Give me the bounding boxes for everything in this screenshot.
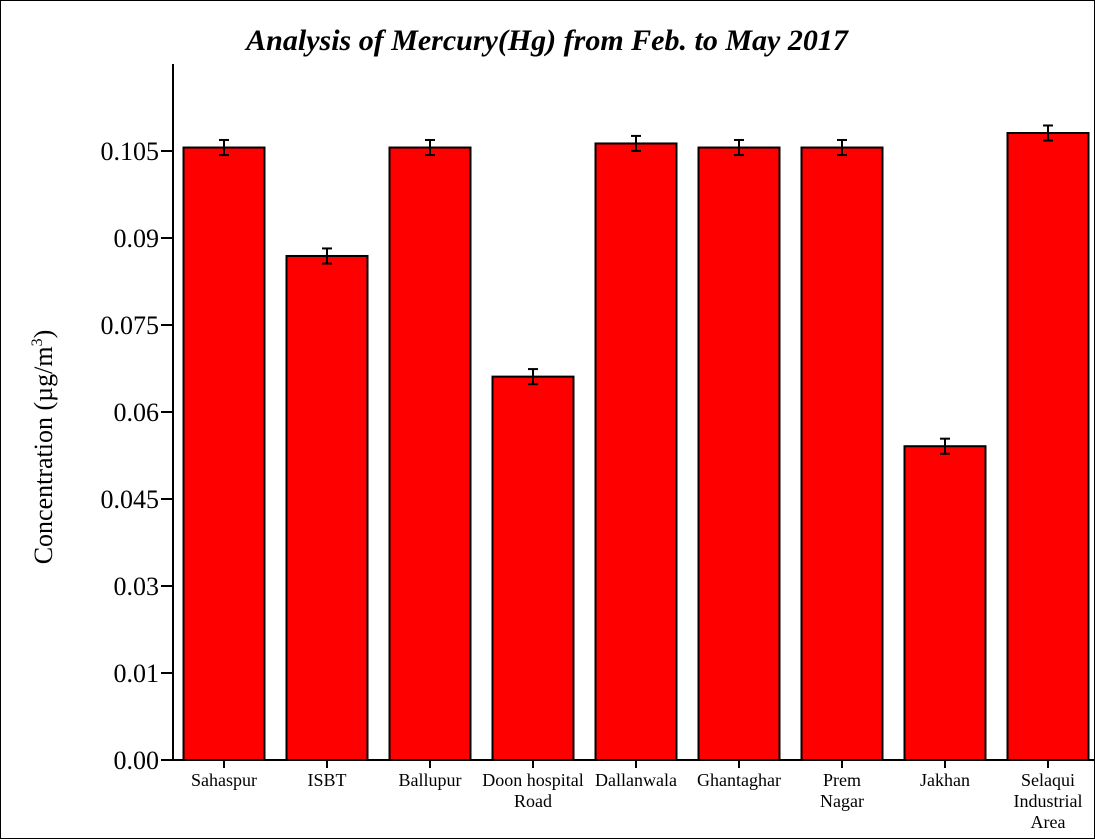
- error-bar: [631, 134, 641, 152]
- bar: [491, 375, 575, 761]
- y-axis-label: Concentration (µg/m3): [29, 330, 58, 565]
- y-tick-label: 0.075: [101, 311, 160, 340]
- y-tick-label: 0.06: [114, 398, 160, 427]
- bar: [800, 146, 884, 761]
- x-tick-label: Dallanwala: [595, 770, 677, 790]
- bar: [285, 254, 369, 761]
- error-bar: [322, 247, 332, 265]
- bar: [182, 146, 266, 761]
- y-tick-label: 0.03: [114, 572, 160, 601]
- x-tick-label: ISBT: [307, 770, 346, 790]
- chart-title: Analysis of Mercury(Hg) from Feb. to May…: [244, 24, 849, 57]
- x-tick-label: Selaqui Industrial Area: [1014, 770, 1083, 832]
- error-bar: [1043, 124, 1053, 142]
- y-axis-label-end: ): [29, 330, 58, 339]
- bar: [903, 445, 987, 761]
- y-tick-label: 0.00: [114, 746, 160, 775]
- x-tick-label: Prem Nagar: [820, 770, 864, 811]
- error-bar: [528, 368, 538, 386]
- y-tick-label: 0.105: [101, 137, 160, 166]
- svg-text:Concentration (µg/m3): Concentration (µg/m3): [29, 330, 58, 565]
- y-tick-label: 0.01: [114, 659, 160, 688]
- error-bar: [219, 138, 229, 157]
- error-bar: [425, 138, 435, 157]
- bar: [388, 146, 472, 761]
- bar: [697, 146, 781, 761]
- y-tick-label: 0.09: [114, 224, 160, 253]
- error-bar: [940, 437, 950, 455]
- x-tick-label: Sahaspur: [191, 770, 257, 790]
- bar: [594, 142, 678, 761]
- x-tick-label: Ballupur: [399, 770, 462, 790]
- plot-area: 0.00 0.01 0.03 0.045 0.06 0.075 0.09 0.105 Sahas…: [101, 64, 1095, 832]
- x-tick-label: Doon hospital Road: [482, 770, 584, 811]
- y-axis-label-main: Concentration (µg/m: [29, 346, 58, 564]
- x-tick-label: Ghantaghar: [697, 770, 781, 790]
- y-tick-label: 0.045: [101, 485, 160, 514]
- x-tick-label: Jakhan: [920, 770, 970, 790]
- bar: [1006, 132, 1090, 761]
- y-axis-label-sup: 3: [29, 338, 46, 346]
- error-bar: [837, 138, 847, 157]
- error-bar: [734, 138, 744, 157]
